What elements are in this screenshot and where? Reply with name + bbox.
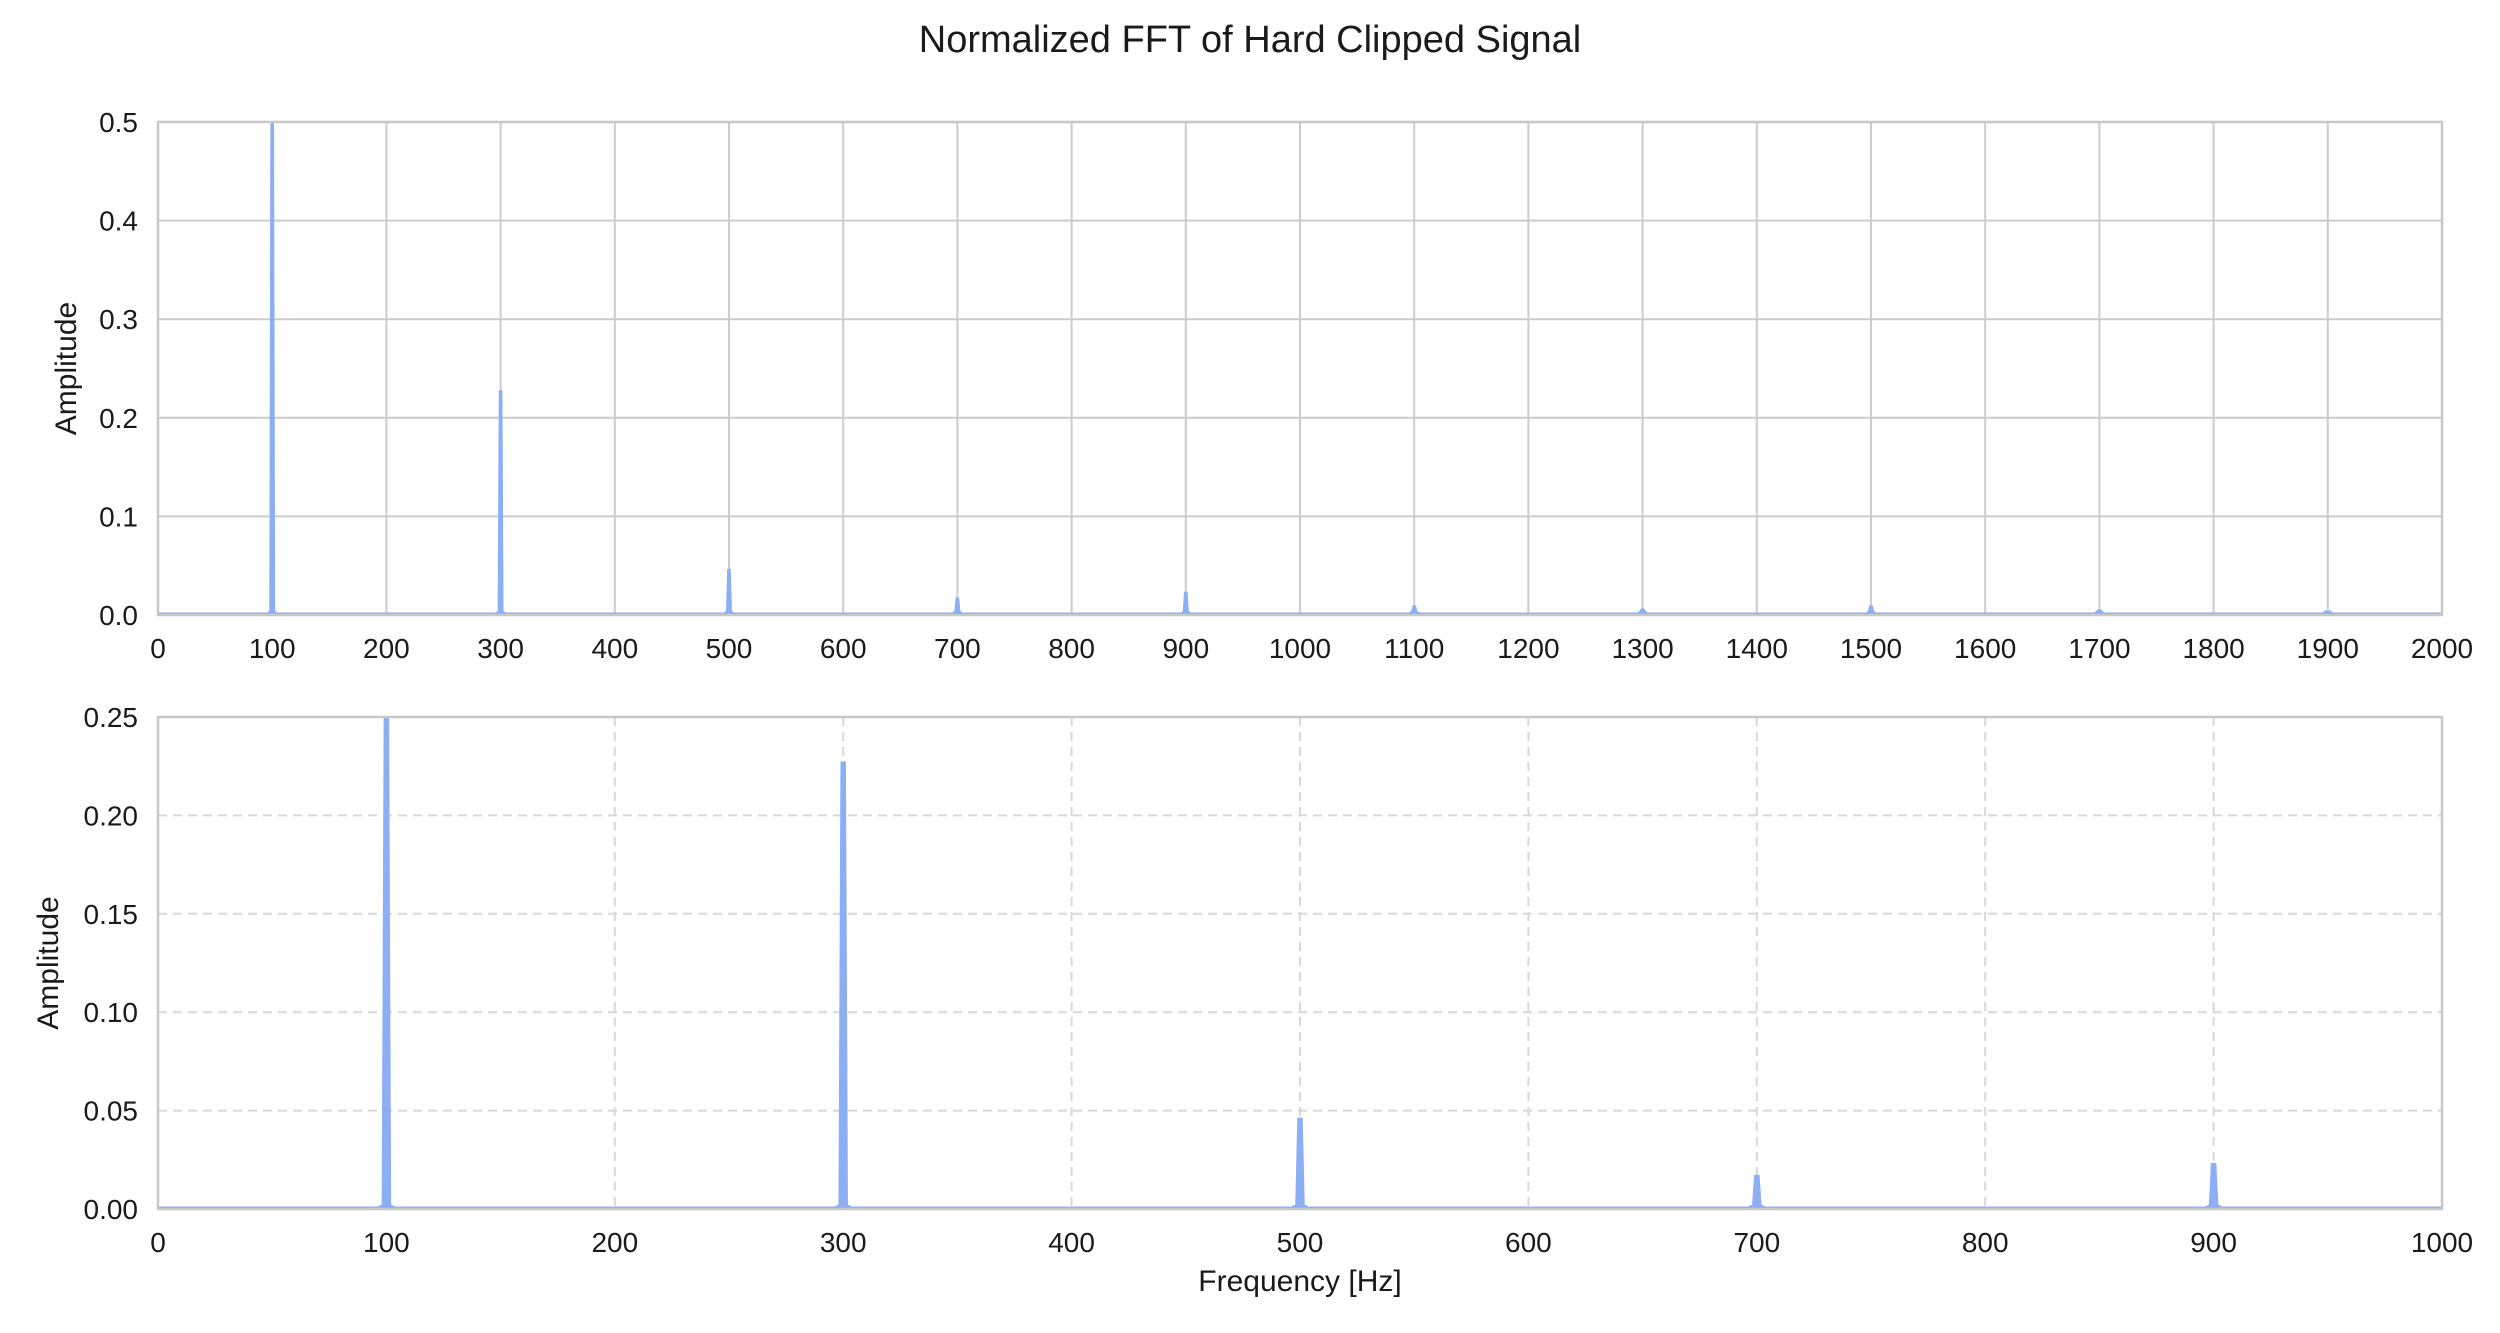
x-tick-label: 600: [820, 633, 867, 664]
x-tick-label: 900: [1162, 633, 1209, 664]
x-tick-label: 2000: [2411, 633, 2473, 664]
x-tick-label: 1800: [2182, 633, 2244, 664]
x-tick-label: 100: [363, 1227, 410, 1258]
x-axis-label: Frequency [Hz]: [1198, 1265, 1401, 1298]
x-tick-label: 1400: [1726, 633, 1788, 664]
x-tick-label: 400: [1048, 1227, 1095, 1258]
y-tick-label: 0.15: [84, 899, 139, 930]
spectrum-peak: [263, 121, 281, 616]
y-tick-label: 0.3: [99, 304, 138, 335]
spectrum-peak: [830, 761, 856, 1210]
x-tick-label: 500: [1277, 1227, 1324, 1258]
x-tick-label: 800: [1048, 633, 1095, 664]
x-tick-label: 1900: [2297, 633, 2359, 664]
y-tick-label: 0.05: [84, 1096, 139, 1127]
x-tick-label: 0: [150, 633, 166, 664]
x-tick-label: 1300: [1611, 633, 1673, 664]
x-tick-label: 800: [1962, 1227, 2009, 1258]
spectrum-peak: [720, 568, 738, 616]
x-tick-label: 1700: [2068, 633, 2130, 664]
x-tick-label: 1200: [1497, 633, 1559, 664]
spectrum-peak: [1744, 1174, 1770, 1210]
x-tick-label: 1000: [1269, 633, 1331, 664]
y-tick-label: 0.5: [99, 107, 138, 138]
spectrum-peak: [948, 597, 966, 616]
y-tick-label: 0.20: [84, 800, 139, 831]
bottom-chart: 0 100 200 300 400 500 600 700 800 900 1000 0.00 0.05…: [32, 702, 2473, 1298]
y-tick-label: 0.00: [84, 1194, 139, 1225]
x-tick-label: 700: [1733, 1227, 1780, 1258]
x-tick-label: 200: [363, 633, 410, 664]
spectrum-peak: [1862, 605, 1880, 616]
plot-frame: [156, 715, 2444, 1211]
spectrum-peak: [2201, 1162, 2226, 1210]
y-tick-label: 0.25: [84, 702, 139, 733]
y-tick-label: 0.2: [99, 403, 138, 434]
x-tick-label: 1600: [1954, 633, 2016, 664]
x-tick-label: 700: [934, 633, 981, 664]
y-tick-label: 0.0: [99, 600, 138, 631]
spectrum-peak: [374, 716, 399, 1210]
chart-title: Normalized FFT of Hard Clipped Signal: [919, 19, 1581, 61]
y-axis-label: Amplitude: [50, 302, 83, 435]
top-chart: 0 100 200 300 400 500 600 700 800 900 1000 1100 1200…: [50, 107, 2473, 664]
y-tick-label: 0.1: [99, 501, 138, 532]
y-axis-label: Amplitude: [32, 896, 65, 1029]
plot-frame: [156, 120, 2444, 617]
x-tick-label: 400: [591, 633, 638, 664]
x-tick-label: 300: [820, 1227, 867, 1258]
x-tick-label: 200: [591, 1227, 638, 1258]
spectrum-peak: [1177, 591, 1195, 616]
x-tick-label: 300: [477, 633, 524, 664]
x-tick-label: 600: [1505, 1227, 1552, 1258]
x-tick-label: 1000: [2411, 1227, 2473, 1258]
spectrum-peak: [492, 390, 510, 616]
x-tick-label: 500: [706, 633, 753, 664]
spectrum-peak: [1287, 1117, 1313, 1210]
x-tick-label: 1500: [1840, 633, 1902, 664]
x-tick-label: 0: [150, 1227, 166, 1258]
x-tick-label: 1100: [1384, 633, 1444, 664]
y-tick-label: 0.4: [99, 206, 138, 237]
x-tick-label: 100: [249, 633, 296, 664]
y-tick-label: 0.10: [84, 997, 139, 1028]
spectrum-peak: [1405, 605, 1423, 616]
x-tick-label: 900: [2190, 1227, 2237, 1258]
